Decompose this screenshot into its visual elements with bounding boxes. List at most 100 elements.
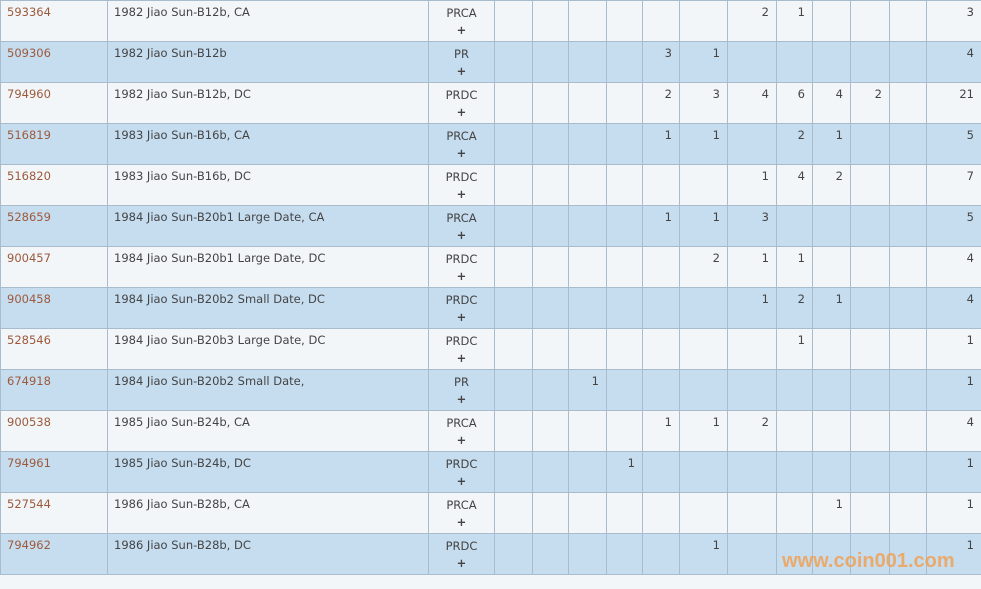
expand-plus-icon[interactable]: + [456, 64, 467, 78]
grade-count-cell [850, 451, 890, 493]
cert-id-link[interactable]: 900458 [0, 287, 108, 329]
grade-count-cell: 1 [679, 205, 728, 247]
grade-count-cell [532, 410, 569, 452]
watermark-logo: www.coin001.com [782, 550, 955, 572]
grade-count-cell: 6 [776, 82, 813, 124]
grade-count-cell [568, 287, 607, 329]
grade-count-cell [568, 328, 607, 370]
grade-count-cell [889, 0, 927, 42]
total-cell: 1 [926, 451, 981, 493]
designation: PR [454, 375, 469, 389]
grade-count-cell [606, 164, 643, 206]
grade-count-cell: 1 [727, 164, 777, 206]
grade-count-cell [889, 164, 927, 206]
grade-count-cell [568, 0, 607, 42]
table-row: 516819 1983 Jiao Sun-B16b, CA PRCA +1 1 2 1 5 [0, 123, 981, 165]
cert-id-link[interactable]: 593364 [0, 0, 108, 42]
grade-count-cell [889, 41, 927, 83]
grade-count-cell [606, 246, 643, 288]
expand-plus-icon[interactable]: + [456, 433, 467, 447]
total-cell: 1 [926, 492, 981, 534]
cert-id-link[interactable]: 509306 [0, 41, 108, 83]
expand-plus-icon[interactable]: + [456, 310, 467, 324]
grade-count-cell [532, 123, 569, 165]
grade-count-cell [850, 410, 890, 452]
cert-id-link[interactable]: 528546 [0, 328, 108, 370]
cert-id-link[interactable]: 516819 [0, 123, 108, 165]
table-row: 516820 1983 Jiao Sun-B16b, DC PRDC +1 4 2 7 [0, 164, 981, 206]
table-row: 509306 1982 Jiao Sun-B12b PR +3 1 4 [0, 41, 981, 83]
cert-id-link[interactable]: 794960 [0, 82, 108, 124]
designation-cell: PRCA + [428, 0, 495, 42]
grade-count-cell [850, 369, 890, 411]
grade-count-cell: 1 [812, 492, 851, 534]
cert-id-link[interactable]: 516820 [0, 164, 108, 206]
grade-count-cell [776, 41, 813, 83]
grade-count-cell: 2 [642, 82, 680, 124]
grade-count-cell [812, 451, 851, 493]
expand-plus-icon[interactable]: + [456, 474, 467, 488]
table-row: 900538 1985 Jiao Sun-B24b, CA PRCA +1 1 2 4 [0, 410, 981, 452]
grade-count-cell [532, 41, 569, 83]
expand-plus-icon[interactable]: + [456, 392, 467, 406]
grade-count-cell [850, 287, 890, 329]
grade-count-cell [642, 287, 680, 329]
designation: PRCA [446, 498, 477, 512]
expand-plus-icon[interactable]: + [456, 228, 467, 242]
coin-description: 1986 Jiao Sun-B28b, CA [107, 492, 429, 534]
designation-cell: PRDC + [428, 533, 495, 575]
cert-id-link[interactable]: 900457 [0, 246, 108, 288]
grade-count-cell [727, 369, 777, 411]
expand-plus-icon[interactable]: + [456, 351, 467, 365]
grade-count-cell [679, 164, 728, 206]
expand-plus-icon[interactable]: + [456, 269, 467, 283]
grade-count-cell: 1 [727, 246, 777, 288]
expand-plus-icon[interactable]: + [456, 105, 467, 119]
grade-count-cell [776, 410, 813, 452]
cert-id-link[interactable]: 674918 [0, 369, 108, 411]
expand-plus-icon[interactable]: + [456, 556, 467, 570]
grade-count-cell [679, 328, 728, 370]
grade-count-cell [532, 328, 569, 370]
cert-id-link[interactable]: 528659 [0, 205, 108, 247]
cert-id-link[interactable]: 527544 [0, 492, 108, 534]
grade-count-cell [642, 164, 680, 206]
grade-count-cell [889, 410, 927, 452]
grade-count-cell [812, 41, 851, 83]
grade-count-cell [494, 82, 533, 124]
grade-count-cell [642, 533, 680, 575]
table-row: 528546 1984 Jiao Sun-B20b3 Large Date, DC… [0, 328, 981, 370]
coin-description: 1983 Jiao Sun-B16b, DC [107, 164, 429, 206]
expand-plus-icon[interactable]: + [456, 187, 467, 201]
grade-count-cell: 2 [776, 287, 813, 329]
table-row: 794962 1986 Jiao Sun-B28b, DC PRDC +1 1 [0, 533, 981, 575]
grade-count-cell [494, 287, 533, 329]
grade-count-cell: 1 [642, 205, 680, 247]
cert-id-link[interactable]: 794961 [0, 451, 108, 493]
coin-description: 1985 Jiao Sun-B24b, CA [107, 410, 429, 452]
expand-plus-icon[interactable]: + [456, 515, 467, 529]
cert-id-link[interactable]: 900538 [0, 410, 108, 452]
designation-cell: PRCA + [428, 492, 495, 534]
table-row: 900458 1984 Jiao Sun-B20b2 Small Date, DC… [0, 287, 981, 329]
cert-id-link[interactable]: 794962 [0, 533, 108, 575]
designation: PRDC [445, 539, 478, 553]
grade-count-cell [889, 246, 927, 288]
grade-count-cell [850, 164, 890, 206]
grade-count-cell [532, 533, 569, 575]
grade-count-cell [642, 246, 680, 288]
expand-plus-icon[interactable]: + [456, 23, 467, 37]
coin-description: 1982 Jiao Sun-B12b, CA [107, 0, 429, 42]
expand-plus-icon[interactable]: + [456, 146, 467, 160]
grade-count-cell [812, 410, 851, 452]
grade-count-cell: 3 [642, 41, 680, 83]
table-row: 900457 1984 Jiao Sun-B20b1 Large Date, DC… [0, 246, 981, 288]
grade-count-cell [568, 451, 607, 493]
grade-count-cell [889, 205, 927, 247]
grade-count-cell [850, 123, 890, 165]
total-cell: 1 [926, 533, 981, 575]
coin-description: 1984 Jiao Sun-B20b1 Large Date, DC [107, 246, 429, 288]
designation-cell: PRDC + [428, 451, 495, 493]
grade-count-cell: 4 [776, 164, 813, 206]
coin-description: 1984 Jiao Sun-B20b2 Small Date, DC [107, 287, 429, 329]
